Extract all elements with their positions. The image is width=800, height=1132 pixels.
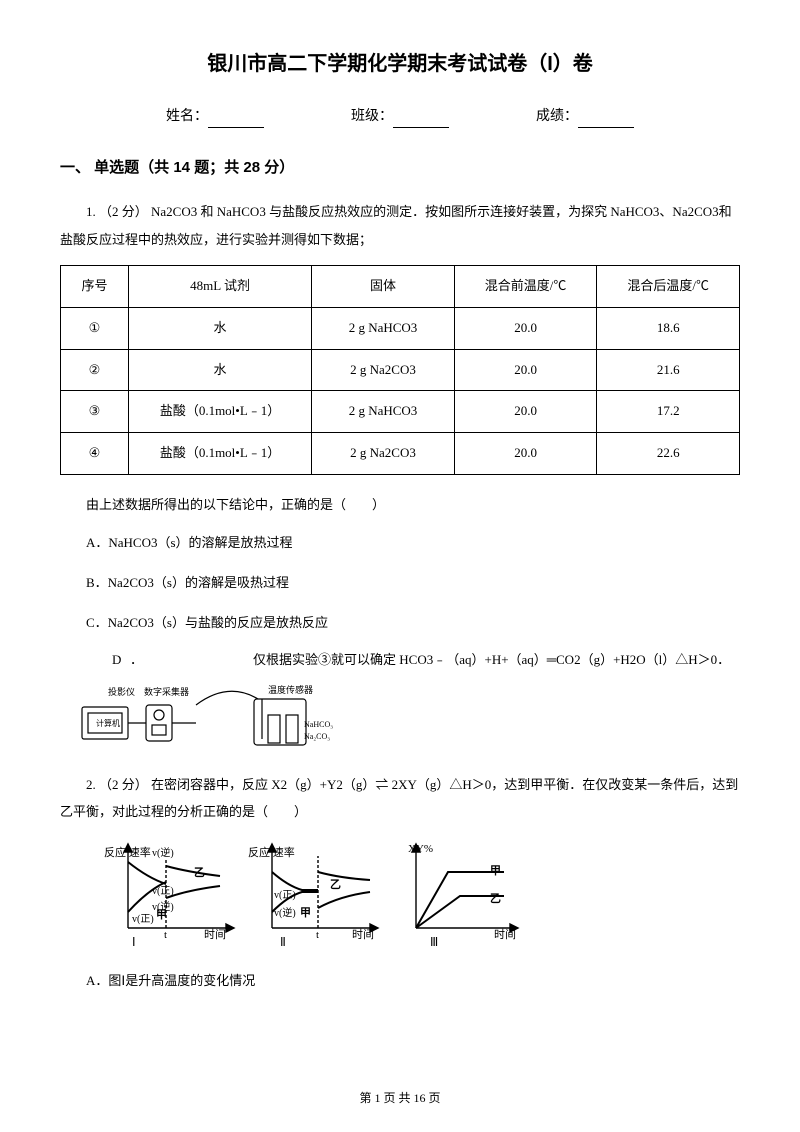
name-blank[interactable] (208, 112, 264, 128)
svg-text:t: t (316, 929, 319, 941)
page-title: 银川市高二下学期化学期末考试试卷（I）卷 (60, 48, 740, 80)
class-label: 班级： (351, 109, 393, 124)
svg-text:v(正): v(正) (152, 886, 174, 897)
svg-text:v(正): v(正) (132, 914, 154, 925)
q1-option-a: A．NaHCO3（s）的溶解是放热过程 (60, 530, 740, 556)
table-row: ② 水 2 g Na2CO3 20.0 21.6 (61, 349, 740, 391)
q1-stem: 1. （2 分） Na2CO3 和 NaHCO3 与盐酸反应热效应的测定．按如图… (60, 198, 740, 253)
label-na2co3: Na₂CO₃ (304, 732, 330, 741)
table-row: ③ 盐酸（0.1mol•L﹣1） 2 g NaHCO3 20.0 17.2 (61, 391, 740, 433)
page-footer: 第 1 页 共 16 页 (0, 1089, 800, 1108)
table-row: ④ 盐酸（0.1mol•L﹣1） 2 g Na2CO3 20.0 22.6 (61, 433, 740, 475)
svg-text:反应 速率: 反应 速率 (104, 845, 151, 859)
score-label: 成绩： (536, 109, 578, 124)
th-2: 固体 (312, 265, 455, 307)
th-4: 混合后温度/℃ (597, 265, 740, 307)
table-row: ① 水 2 g NaHCO3 20.0 18.6 (61, 307, 740, 349)
q1-option-c: C．Na2CO3（s）与盐酸的反应是放热反应 (60, 610, 740, 636)
section-heading: 一、 单选题（共 14 题；共 28 分） (60, 156, 740, 180)
label-proj: 投影仪 (108, 686, 135, 697)
svg-text:时间: 时间 (204, 928, 226, 941)
svg-text:乙: 乙 (490, 892, 501, 905)
info-row: 姓名： 班级： 成绩： (60, 106, 740, 128)
q1-table: 序号 48mL 试剂 固体 混合前温度/℃ 混合后温度/℃ ① 水 2 g Na… (60, 265, 740, 475)
label-nahco3: NaHCO₃ (304, 720, 333, 729)
class-blank[interactable] (393, 112, 449, 128)
th-1: 48mL 试剂 (128, 265, 311, 307)
svg-text:甲: 甲 (300, 906, 311, 919)
svg-text:时间: 时间 (352, 928, 374, 941)
name-label: 姓名： (166, 109, 208, 124)
svg-text:Ⅰ: Ⅰ (132, 935, 136, 948)
score-blank[interactable] (578, 112, 634, 128)
label-pc: 计算机 (96, 718, 120, 728)
svg-text:乙: 乙 (330, 878, 341, 891)
q1-lead: 由上述数据所得出的以下结论中，正确的是（ ） (60, 491, 740, 518)
q2-charts: 反应 速率 v(逆) v(正) v(正) v(逆) t 时间 甲 乙 Ⅰ 反应 … (104, 838, 740, 955)
svg-text:Ⅱ: Ⅱ (280, 935, 286, 948)
svg-text:甲: 甲 (490, 864, 501, 877)
q2-stem: 2. （2 分） 在密闭容器中，反应 X2（g）+Y2（g）⇌ 2XY（g）△H… (60, 771, 740, 826)
svg-text:v(正): v(正) (274, 890, 296, 901)
svg-text:甲: 甲 (156, 908, 167, 921)
th-3: 混合前温度/℃ (454, 265, 597, 307)
svg-text:时间: 时间 (494, 928, 516, 941)
q2-option-a: A．图Ⅰ是升高温度的变化情况 (60, 968, 740, 994)
svg-text:反应 速率: 反应 速率 (248, 845, 295, 859)
svg-text:Ⅲ: Ⅲ (430, 935, 438, 948)
q1-option-d: D ． 仅根据实验③就可以确定 HCO3﹣（aq）+H+（aq）═CO2（g）+… (60, 650, 740, 671)
q1-option-b: B．Na2CO3（s）的溶解是吸热过程 (60, 570, 740, 596)
apparatus-figure: 计算机 投影仪 数字采集器 温度传感器 NaHCO₃ Na₂CO₃ (78, 677, 740, 755)
table-header-row: 序号 48mL 试剂 固体 混合前温度/℃ 混合后温度/℃ (61, 265, 740, 307)
label-daq: 数字采集器 (144, 686, 189, 697)
svg-text:乙: 乙 (194, 866, 205, 879)
svg-text:v(逆): v(逆) (152, 846, 174, 859)
svg-text:t: t (164, 929, 167, 941)
svg-text:v(逆): v(逆) (274, 906, 296, 919)
label-sensor: 温度传感器 (268, 684, 313, 695)
svg-text:XY%: XY% (408, 843, 433, 855)
th-0: 序号 (61, 265, 129, 307)
